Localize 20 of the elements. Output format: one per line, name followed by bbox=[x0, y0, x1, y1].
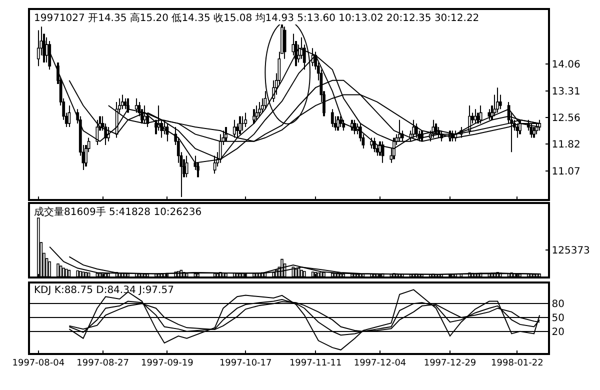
x-tick-label: 1997-09-19 bbox=[141, 358, 194, 369]
y-tick-label: 50 bbox=[552, 312, 564, 324]
x-tick-label: 1997-11-11 bbox=[289, 358, 342, 369]
y-tick-label: 13.31 bbox=[552, 86, 580, 98]
y-tick-label: 11.82 bbox=[552, 140, 580, 151]
x-tick-label: 1997-08-27 bbox=[76, 358, 129, 369]
chart-title: KDJ K:88.75 D:84.34 J:97.57 bbox=[34, 285, 174, 296]
x-tick-label: 1997-10-17 bbox=[219, 358, 272, 369]
y-tick-label: 80 bbox=[552, 299, 564, 310]
x-tick-label: 1997-08-04 bbox=[12, 358, 65, 369]
y-tick-label: 125373 bbox=[552, 245, 590, 256]
x-tick-label: 1997-12-29 bbox=[424, 358, 476, 369]
y-tick-label: 14.06 bbox=[552, 59, 580, 70]
y-tick-label: 20 bbox=[552, 326, 564, 338]
chart-title: 19971027 开14.35 高15.20 低14.35 收15.08 均14.93 5:13.60 10:13.02 20:12.35 30:12.22 bbox=[34, 12, 480, 24]
x-tick-label: 1997-12-04 bbox=[354, 358, 406, 369]
x-tick-label: 1998-01-22 bbox=[491, 358, 544, 369]
chart-title: 成交量81609手 5:41828 10:26236 bbox=[34, 206, 202, 218]
y-tick-label: 12.56 bbox=[552, 113, 580, 124]
y-tick-label: 11.07 bbox=[552, 166, 580, 178]
